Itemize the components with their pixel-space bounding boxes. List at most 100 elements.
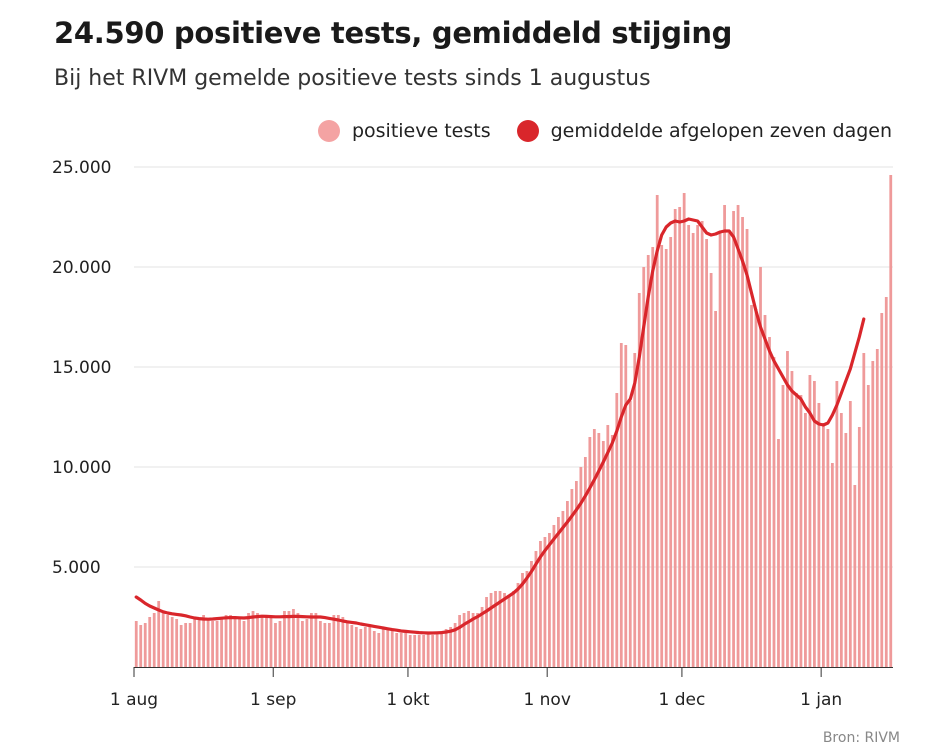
bar (242, 621, 246, 667)
bar (296, 613, 300, 667)
bar (597, 433, 601, 667)
bar (660, 245, 664, 667)
bar (606, 425, 610, 667)
bar (422, 635, 426, 667)
bar (395, 633, 399, 667)
bar (229, 615, 232, 667)
bar (601, 441, 605, 667)
bar (813, 381, 816, 667)
y-tick-label: 20.000 (52, 258, 111, 278)
bar (426, 633, 430, 667)
bar (835, 381, 839, 667)
bar (327, 623, 331, 667)
bar (880, 313, 884, 667)
bar (314, 613, 318, 667)
bar (341, 617, 345, 667)
bar (592, 429, 596, 667)
source-note: Bron: RIVM (822, 730, 900, 746)
bar (727, 233, 731, 667)
bar (431, 635, 435, 667)
bar (471, 613, 475, 667)
bar (336, 615, 340, 667)
bar (444, 629, 448, 667)
bar (345, 623, 349, 667)
bar (224, 615, 228, 667)
bar (759, 267, 762, 667)
bar (884, 297, 888, 667)
bar (323, 623, 327, 667)
bar (552, 525, 556, 667)
bar (804, 413, 807, 667)
bar (265, 617, 268, 667)
legend-line-swatch (516, 120, 539, 142)
bar (175, 619, 179, 667)
bar (301, 621, 304, 667)
bar (530, 561, 533, 667)
bar (705, 239, 709, 667)
bar (372, 631, 376, 667)
legend: positieve tests gemiddelde afgelopen zev… (292, 120, 892, 142)
chart-subtitle: Bij het RIVM gemelde positieve tests sin… (54, 66, 651, 91)
bar (795, 393, 798, 667)
bar (381, 629, 385, 667)
bar (139, 625, 143, 667)
legend-item-bars: positieve tests (317, 120, 491, 142)
bar (871, 361, 875, 667)
bar (826, 429, 830, 667)
gridlines: 5.000 10.000 15.000 20.000 25.000 (52, 158, 893, 578)
bar (664, 249, 668, 667)
x-tick-label: 1 nov (523, 690, 570, 710)
bar (233, 617, 237, 667)
x-tick-label: 1 dec (659, 690, 706, 710)
bar (143, 623, 147, 667)
bar (206, 619, 210, 667)
y-tick-label: 15.000 (52, 358, 111, 378)
bar (723, 205, 726, 667)
x-tick-label: 1 sep (250, 690, 296, 710)
bar (251, 611, 255, 667)
bar (435, 633, 439, 667)
bar (166, 615, 170, 667)
bar (853, 485, 857, 667)
bar (691, 233, 695, 667)
bar (193, 619, 197, 667)
bar (786, 351, 789, 667)
bar (718, 233, 722, 667)
x-tick-label: 1 okt (386, 690, 429, 710)
bar (619, 343, 623, 667)
bar (583, 457, 587, 667)
bar (561, 511, 565, 667)
bar (184, 623, 188, 667)
bar (673, 209, 677, 667)
bar (386, 629, 390, 667)
chart-title: 24.590 positieve tests, gemiddeld stijgi… (54, 16, 733, 50)
bar (238, 619, 241, 667)
bar (476, 613, 479, 667)
bar (278, 621, 282, 667)
bar (732, 211, 735, 667)
bar (408, 635, 412, 667)
bar (651, 247, 655, 667)
bar (669, 237, 673, 667)
bar (453, 623, 457, 667)
bar (404, 633, 408, 667)
bar (449, 627, 453, 667)
bar (655, 195, 659, 667)
bar (736, 205, 740, 667)
bar (750, 305, 753, 667)
bar (332, 615, 336, 667)
y-tick-label: 10.000 (52, 458, 111, 478)
x-tick-label: 1 jan (800, 690, 842, 710)
bar (152, 613, 156, 667)
bar (646, 255, 650, 667)
bar (256, 613, 259, 667)
bar (534, 551, 538, 667)
bar (350, 625, 354, 667)
bar (516, 583, 520, 667)
legend-bars-label: positieve tests (351, 120, 491, 142)
bar (777, 439, 780, 667)
bar (134, 621, 138, 667)
bar (247, 613, 250, 667)
bar (458, 615, 461, 667)
